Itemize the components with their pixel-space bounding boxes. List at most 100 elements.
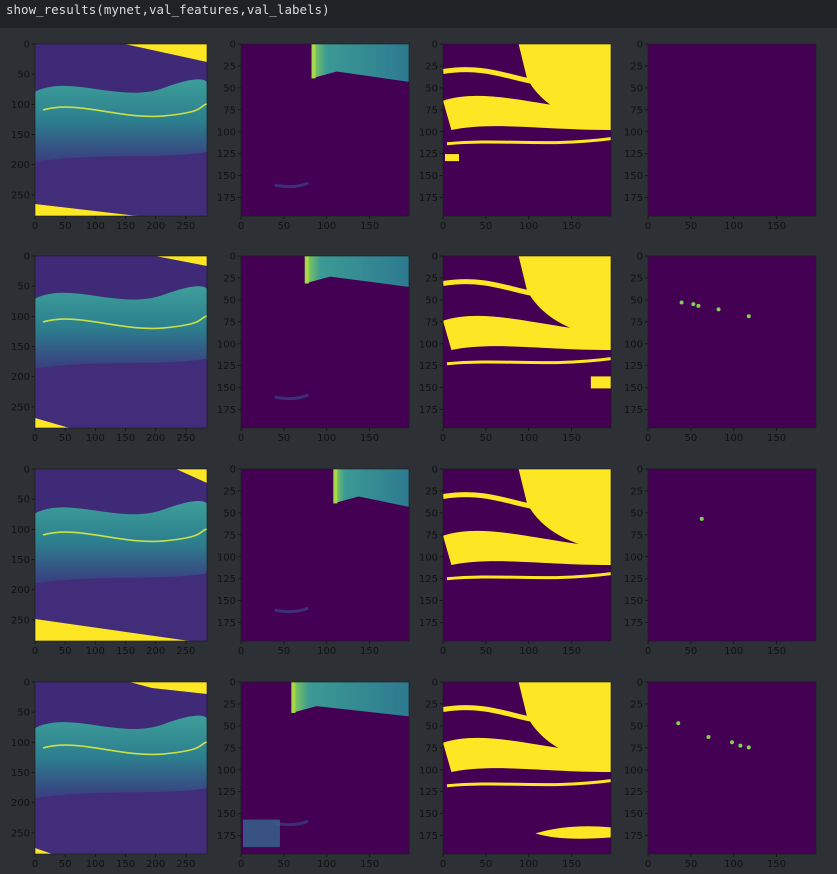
y-tick-label: 50 — [425, 295, 438, 306]
faint-streak — [274, 181, 309, 189]
padding-corner — [155, 256, 207, 266]
y-tick-label: 175 — [624, 618, 643, 629]
padding-corner — [129, 682, 207, 694]
y-tick-label: 75 — [630, 105, 643, 116]
class-blob — [730, 740, 734, 745]
y-tick-label: 175 — [624, 193, 643, 204]
code-cell[interactable]: show_results(mynet,val_features,val_labe… — [0, 0, 837, 28]
y-tick-label: 50 — [17, 70, 30, 81]
y-tick-label: 200 — [11, 160, 30, 171]
y-tick-label: 150 — [217, 383, 236, 394]
y-tick-label: 25 — [425, 273, 438, 284]
subplot-r4-class-map-2: 0 50 100 150 0 25 50 75 100 125 150 175 — [419, 678, 612, 870]
x-tick-label: 100 — [519, 433, 538, 444]
padding-corner — [124, 44, 207, 62]
y-tick-label: 75 — [223, 317, 236, 328]
retina-layer-line — [42, 528, 208, 543]
axes-frame — [647, 681, 817, 855]
y-tick-label: 0 — [432, 678, 438, 689]
y-tick-label: 100 — [11, 738, 30, 749]
axes-frame — [442, 255, 612, 429]
x-tick-label: 50 — [277, 646, 290, 657]
y-tick-label: 150 — [11, 342, 30, 353]
retina-band — [35, 79, 207, 162]
x-tick-label: 150 — [562, 221, 581, 232]
x-tick-label: 0 — [238, 433, 244, 444]
y-tick-label: 75 — [630, 743, 643, 754]
code-line[interactable]: show_results(mynet,val_features,val_labe… — [6, 2, 330, 17]
x-tick-label: 0 — [32, 221, 38, 232]
class-region-edge — [311, 44, 316, 79]
y-tick-label: 100 — [624, 552, 643, 563]
y-tick-label: 175 — [624, 405, 643, 416]
axes-frame — [240, 43, 410, 217]
y-tick-label: 100 — [217, 552, 236, 563]
class-blob — [746, 314, 751, 319]
x-tick-label: 200 — [146, 859, 165, 870]
layer-line — [446, 357, 612, 366]
x-tick-label: 0 — [32, 859, 38, 870]
x-tick-label: 150 — [360, 433, 379, 444]
y-tick-label: 50 — [223, 721, 236, 732]
layer-fragment — [445, 154, 459, 162]
subplot-r1-input-image: 0 50 100 150 200 250 0 50 100 150 200 250 — [11, 40, 208, 232]
y-tick-label: 75 — [425, 317, 438, 328]
x-tick-label: 50 — [59, 433, 72, 444]
y-tick-label: 75 — [223, 743, 236, 754]
x-tick-label: 50 — [277, 433, 290, 444]
layer-region — [443, 315, 611, 350]
x-tick-label: 100 — [317, 221, 336, 232]
class-blob — [676, 721, 681, 726]
y-tick-label: 50 — [425, 83, 438, 94]
x-tick-label: 50 — [479, 859, 492, 870]
padding-corner — [35, 418, 70, 428]
y-tick-label: 50 — [630, 295, 643, 306]
y-tick-label: 0 — [637, 678, 643, 689]
axes-frame — [647, 468, 817, 642]
y-tick-label: 125 — [624, 149, 643, 160]
retina-band — [35, 500, 207, 584]
y-tick-label: 125 — [419, 787, 438, 798]
class-blob — [691, 302, 696, 307]
y-tick-label: 150 — [11, 130, 30, 141]
y-tick-label: 150 — [624, 596, 643, 607]
x-tick-label: 250 — [176, 433, 195, 444]
layer-line — [442, 279, 536, 297]
x-tick-label: 0 — [440, 433, 446, 444]
subplot-r3-class-map-2: 0 50 100 150 0 25 50 75 100 125 150 175 — [419, 465, 612, 657]
subplot-r4-class-map-3: 0 50 100 150 0 25 50 75 100 125 150 175 — [624, 678, 817, 870]
y-tick-label: 0 — [24, 252, 30, 263]
y-tick-label: 50 — [223, 508, 236, 519]
axes-frame — [34, 681, 208, 855]
subplot-r3-input-image: 0 50 100 150 200 250 0 50 100 150 200 250 — [11, 465, 208, 657]
y-tick-label: 125 — [419, 361, 438, 372]
layer-region — [443, 737, 611, 772]
x-tick-label: 100 — [317, 433, 336, 444]
padding-corner — [176, 469, 207, 483]
y-tick-label: 25 — [630, 699, 643, 710]
y-tick-label: 100 — [11, 525, 30, 536]
y-tick-label: 100 — [11, 312, 30, 323]
y-tick-label: 150 — [419, 596, 438, 607]
y-tick-label: 0 — [24, 40, 30, 51]
x-tick-label: 250 — [176, 646, 195, 657]
x-tick-label: 100 — [519, 859, 538, 870]
y-tick-label: 50 — [425, 721, 438, 732]
y-tick-label: 125 — [217, 574, 236, 585]
y-tick-label: 100 — [419, 339, 438, 350]
y-tick-label: 50 — [223, 295, 236, 306]
class-blob — [696, 303, 701, 308]
y-tick-label: 150 — [419, 171, 438, 182]
x-tick-label: 0 — [32, 646, 38, 657]
y-tick-label: 125 — [419, 574, 438, 585]
class-region-edge — [333, 469, 338, 504]
class-region-edge — [304, 256, 309, 284]
y-tick-label: 100 — [419, 127, 438, 138]
x-tick-label: 100 — [724, 859, 743, 870]
y-tick-label: 150 — [217, 171, 236, 182]
y-tick-label: 25 — [223, 699, 236, 710]
layer-region — [518, 682, 611, 767]
y-tick-label: 150 — [11, 555, 30, 566]
x-tick-label: 250 — [176, 221, 195, 232]
y-tick-label: 125 — [419, 149, 438, 160]
